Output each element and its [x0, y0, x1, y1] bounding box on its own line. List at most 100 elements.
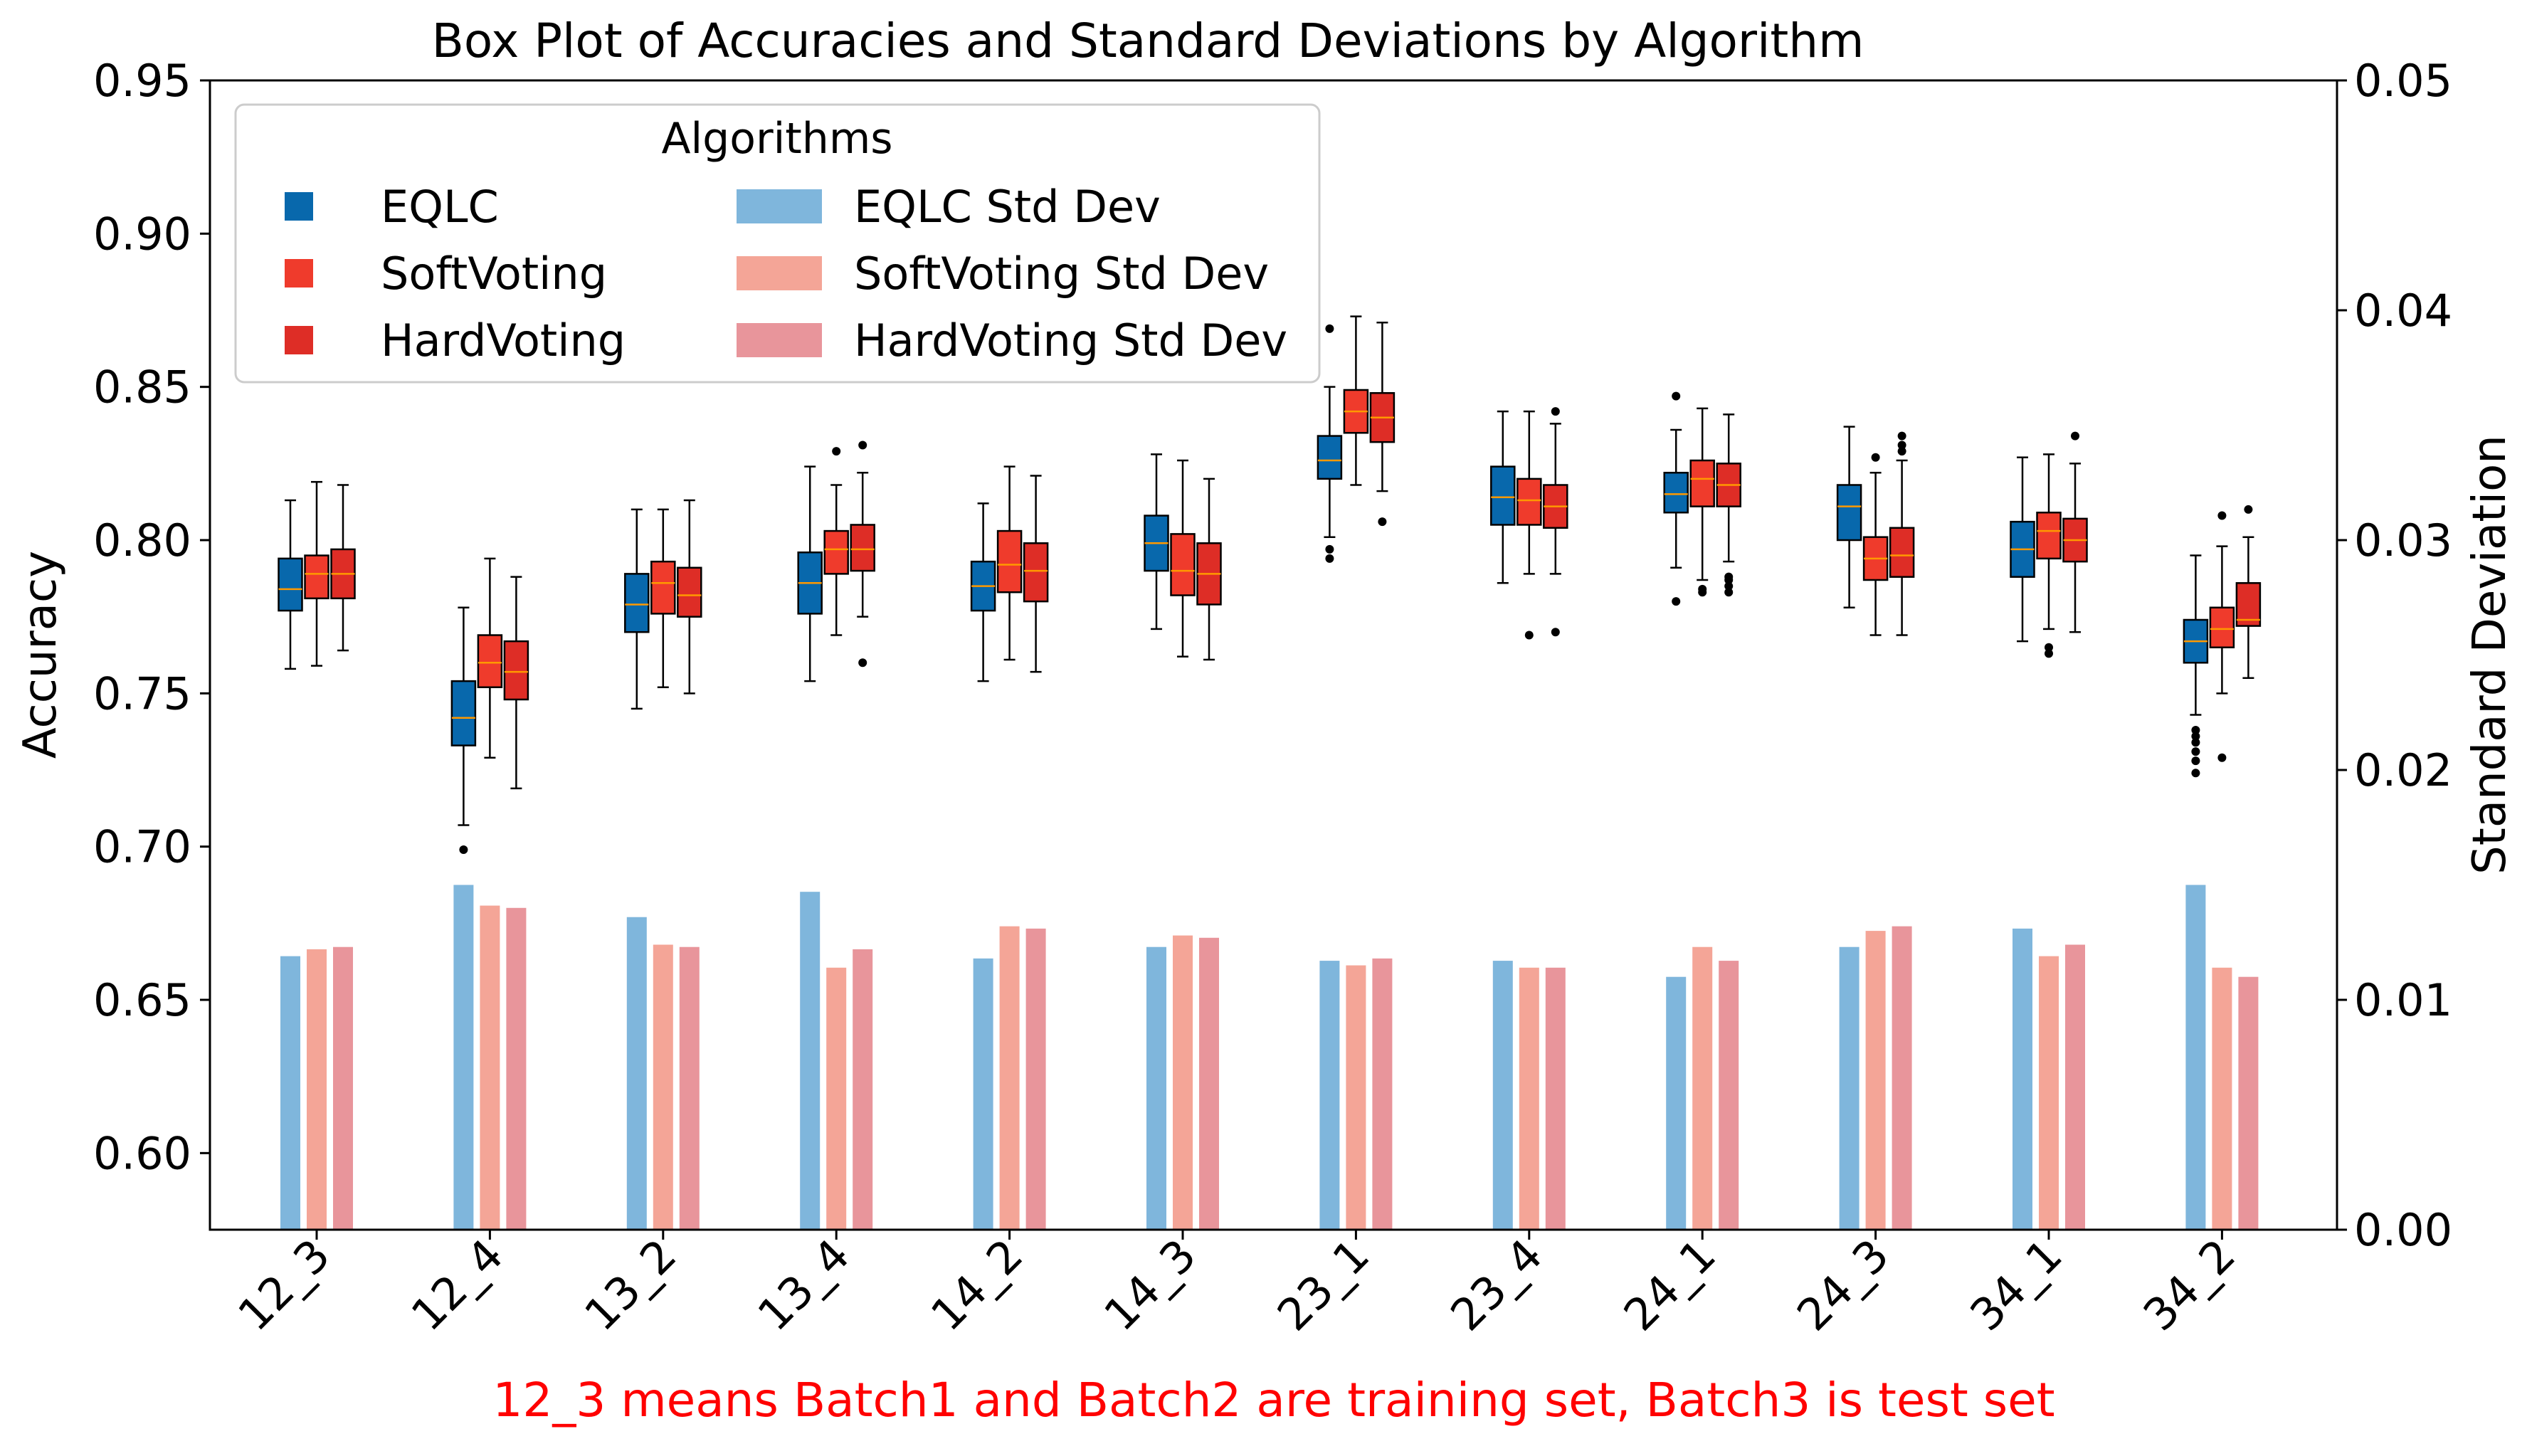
x-tick-label: 12_3 — [228, 1229, 339, 1341]
outlier-point — [2217, 511, 2227, 520]
boxplot-hardvoting-14_3 — [1196, 478, 1222, 661]
box — [2036, 511, 2062, 560]
boxplot-softvoting-34_1 — [2036, 453, 2062, 658]
std-bar-eqlc-34_2 — [2185, 885, 2206, 1230]
std-bar-hardvoting-13_2 — [679, 946, 700, 1230]
left-tick-label: 0.80 — [93, 515, 191, 566]
std-dev-bars — [280, 885, 2259, 1230]
box — [450, 680, 477, 747]
boxplot-eqlc-13_4 — [797, 465, 823, 682]
boxplot-hardvoting-13_2 — [677, 499, 702, 695]
legend-swatch — [737, 323, 822, 357]
x-tick-label: 23_4 — [1440, 1229, 1552, 1341]
outlier-point — [858, 658, 867, 668]
legend-entry-softvoting-std-dev: SoftVoting Std Dev — [737, 248, 1269, 300]
outlier-point — [2191, 756, 2200, 766]
outlier-point — [1897, 441, 1906, 450]
boxplot-hardvoting-23_4 — [1543, 407, 1568, 637]
legend-swatch — [737, 189, 822, 223]
std-bar-eqlc-14_2 — [973, 958, 993, 1230]
legend-entry-hardvoting: HardVoting — [285, 315, 626, 366]
box — [996, 529, 1023, 594]
std-bar-hardvoting-24_1 — [1719, 961, 1739, 1230]
boxplot-eqlc-13_2 — [624, 508, 650, 710]
std-bar-softvoting-14_2 — [999, 926, 1020, 1230]
legend: Algorithms EQLC SoftVoting HardVoting EQLC … — [234, 103, 1321, 384]
std-bar-hardvoting-34_2 — [2238, 976, 2259, 1230]
std-bar-hardvoting-24_3 — [1892, 926, 1912, 1230]
legend-entry-eqlc: EQLC — [285, 181, 499, 233]
box — [1317, 435, 1343, 480]
std-bar-softvoting-12_3 — [307, 949, 327, 1230]
std-bar-softvoting-13_2 — [653, 944, 673, 1230]
right-axis: 0.00 0.01 0.02 0.03 0.04 0.05 — [2337, 55, 2452, 1256]
boxplot-softvoting-24_3 — [1862, 453, 1889, 636]
std-bar-hardvoting-23_4 — [1545, 967, 1566, 1230]
x-tick-label: 34_1 — [1960, 1229, 2072, 1341]
std-bar-eqlc-23_1 — [1319, 961, 1340, 1230]
box — [1889, 527, 1915, 578]
outlier-point — [1524, 631, 1534, 640]
right-tick-label: 0.01 — [2354, 974, 2452, 1026]
boxplot-eqlc-12_4 — [450, 606, 477, 854]
boxplot-hardvoting-34_1 — [2062, 431, 2088, 633]
left-axis: 0.60 0.65 0.70 0.75 0.80 0.85 0.90 0.95 — [93, 55, 210, 1179]
legend-frame — [234, 103, 1321, 384]
std-bar-hardvoting-12_4 — [506, 907, 527, 1230]
boxplot-softvoting-14_3 — [1170, 459, 1196, 658]
outlier-point — [2071, 431, 2079, 441]
box — [850, 524, 875, 572]
std-bar-hardvoting-23_1 — [1372, 958, 1393, 1230]
right-tick-label: 0.03 — [2354, 515, 2452, 566]
std-bar-softvoting-14_3 — [1173, 935, 1193, 1230]
outlier-point — [1672, 597, 1681, 606]
legend-entry-softvoting: SoftVoting — [285, 248, 607, 300]
box — [624, 573, 650, 633]
std-bar-softvoting-13_4 — [826, 967, 847, 1230]
left-tick-label: 0.90 — [93, 208, 191, 260]
std-bar-softvoting-23_4 — [1519, 967, 1539, 1230]
boxplot-hardvoting-14_2 — [1023, 475, 1049, 673]
std-bar-eqlc-14_3 — [1146, 946, 1166, 1230]
outlier-point — [1378, 517, 1387, 527]
std-bar-eqlc-13_4 — [800, 892, 821, 1230]
boxplot-eqlc-24_1 — [1663, 391, 1689, 606]
boxplot-softvoting-23_1 — [1343, 315, 1369, 486]
boxplot-hardvoting-12_3 — [330, 484, 356, 652]
std-bar-softvoting-23_1 — [1346, 965, 1366, 1230]
std-bar-hardvoting-12_3 — [333, 946, 353, 1230]
legend-label: EQLC Std Dev — [854, 181, 1161, 233]
box — [1689, 459, 1715, 507]
outlier-point — [1897, 431, 1906, 441]
std-bar-eqlc-12_4 — [453, 885, 474, 1230]
std-bar-softvoting-24_3 — [1865, 931, 1886, 1230]
boxplot-hardvoting-23_1 — [1369, 321, 1396, 527]
outlier-point — [1871, 453, 1880, 462]
plot-frame — [209, 79, 2338, 1231]
x-axis: 12_3 12_4 13_2 13_4 14_2 14_3 23_1 23_4 24_1 24_3… — [228, 1229, 2245, 1341]
boxplot-softvoting-12_3 — [304, 480, 329, 667]
box — [650, 560, 676, 615]
box — [2235, 582, 2262, 627]
chart-title: Box Plot of Accuracies and Standard Devi… — [432, 14, 1864, 68]
outlier-point — [1325, 324, 1334, 333]
boxplot-softvoting-24_1 — [1689, 407, 1715, 597]
boxplot-eqlc-34_1 — [2010, 456, 2035, 643]
outlier-point — [832, 447, 841, 456]
outlier-point — [459, 845, 468, 854]
outlier-point — [1325, 544, 1334, 554]
left-tick-label: 0.95 — [93, 55, 191, 107]
legend-entry-eqlc-std-dev: EQLC Std Dev — [737, 181, 1161, 233]
std-bar-eqlc-23_4 — [1492, 961, 1513, 1230]
box — [1516, 478, 1542, 526]
legend-title: Algorithms — [661, 114, 892, 164]
legend-swatch — [737, 256, 822, 290]
boxplot-eqlc-23_1 — [1317, 324, 1343, 563]
boxplot-hardvoting-24_3 — [1889, 431, 1915, 636]
outlier-point — [1551, 628, 1560, 637]
outlier-point — [858, 441, 867, 450]
outlier-point — [1551, 407, 1560, 416]
std-bar-softvoting-24_1 — [1692, 946, 1713, 1230]
outlier-point — [2191, 726, 2200, 735]
